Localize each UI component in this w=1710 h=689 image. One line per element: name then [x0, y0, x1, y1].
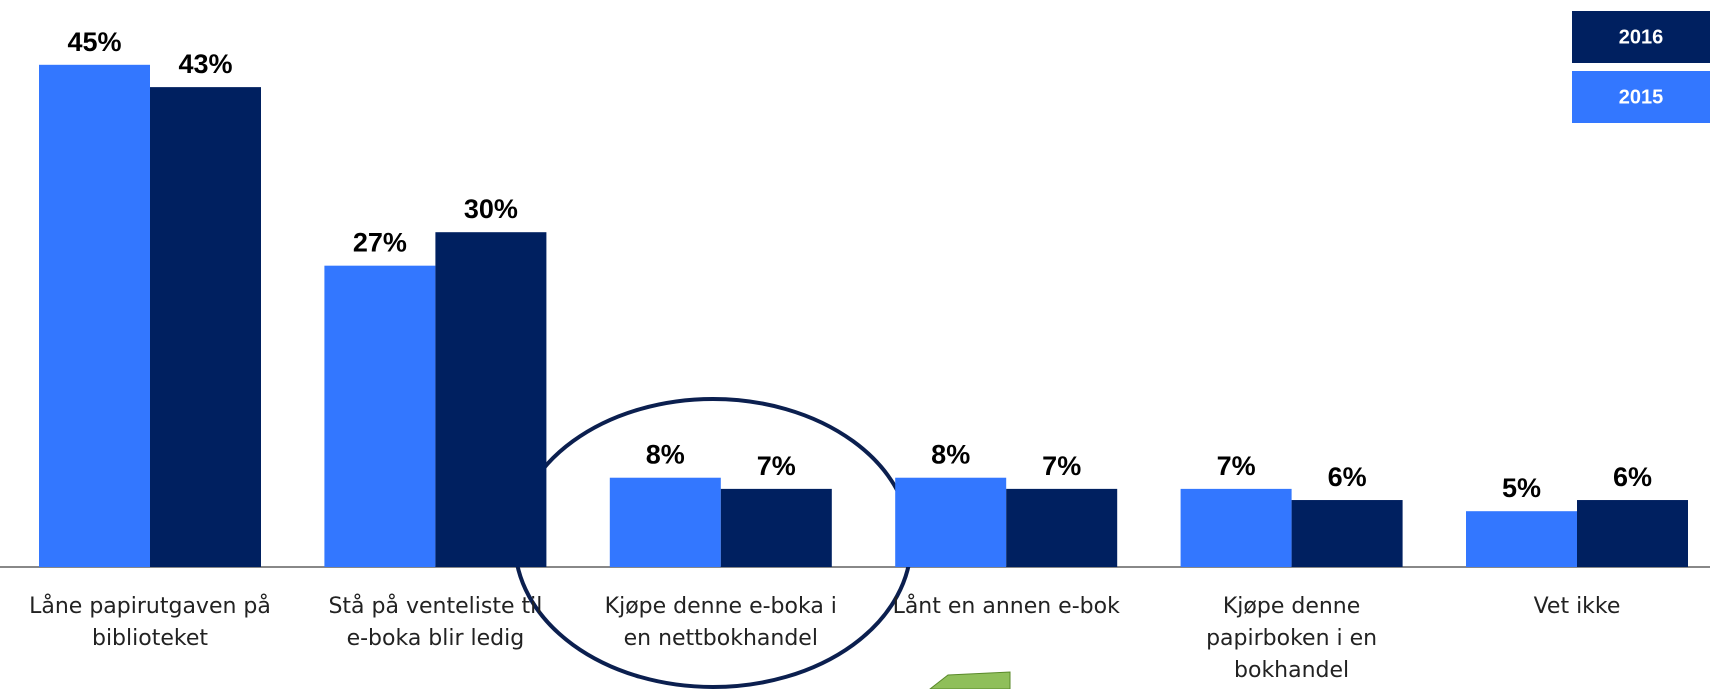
bar	[1466, 511, 1577, 567]
value-label: 8%	[931, 440, 970, 470]
bar	[39, 64, 150, 568]
x-tick-label: Kjøpe denne e-boka i en nettbokhandel	[605, 594, 837, 651]
label-line: bokhandel	[1234, 658, 1349, 683]
value-label: 45%	[67, 27, 121, 57]
bar	[1577, 500, 1688, 567]
bar	[1291, 500, 1403, 567]
value-label: 6%	[1613, 462, 1652, 492]
value-label: 5%	[1502, 473, 1541, 503]
x-tick-label: Låne papirutgaven på biblioteket	[29, 593, 271, 651]
label-line: Låne papirutgaven på	[29, 593, 271, 619]
legend-label: 2015	[1619, 86, 1664, 108]
value-label: 7%	[1217, 451, 1256, 481]
value-label: 7%	[757, 451, 796, 481]
label-line: Kjøpe denne e-boka i	[605, 594, 837, 619]
bar	[1180, 488, 1292, 567]
x-tick-label: Stå på venteliste til e-boka blir ledig	[328, 593, 542, 651]
value-label: 27%	[353, 228, 407, 258]
x-tick-label: Kjøpe denne papirboken i en bokhandel	[1206, 594, 1377, 683]
label-line: Kjøpe denne	[1223, 594, 1360, 619]
label-line: Stå på venteliste til	[328, 593, 542, 619]
legend-swatch	[1572, 71, 1710, 123]
bar	[1006, 488, 1118, 567]
x-tick-label: Lånt en annen e-bok	[893, 593, 1121, 619]
label-line: en nettbokhandel	[624, 626, 818, 651]
label-line: papirboken i en	[1206, 626, 1377, 651]
value-label: 7%	[1042, 451, 1081, 481]
label-line: e-boka blir ledig	[347, 626, 525, 651]
value-label: 8%	[646, 440, 685, 470]
value-label: 30%	[464, 194, 518, 224]
book-icon	[929, 671, 1011, 689]
label-line: biblioteket	[92, 626, 208, 651]
legend-label: 2016	[1619, 26, 1664, 48]
label-line: Lånt en annen e-bok	[893, 593, 1121, 619]
bar	[435, 232, 547, 567]
value-label: 6%	[1328, 462, 1367, 492]
value-label: 43%	[178, 49, 232, 79]
label-line: Vet ikke	[1534, 594, 1621, 619]
bar	[324, 265, 436, 567]
bar	[895, 477, 1007, 567]
bar	[150, 87, 261, 568]
legend-swatch	[1572, 11, 1710, 63]
bar	[720, 488, 832, 567]
bar	[609, 477, 721, 567]
x-tick-label: Vet ikke	[1534, 594, 1621, 619]
